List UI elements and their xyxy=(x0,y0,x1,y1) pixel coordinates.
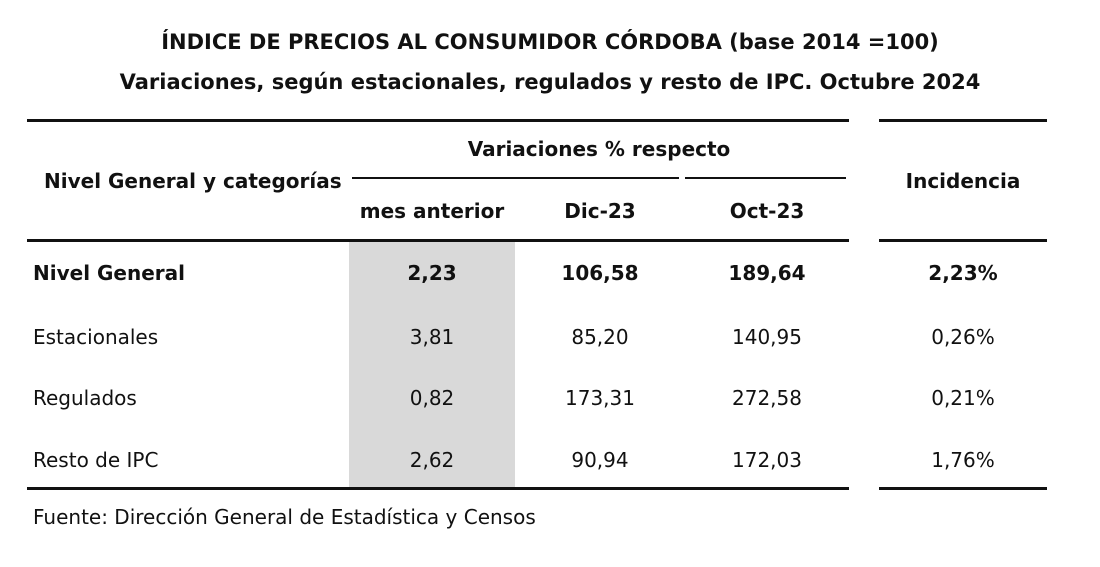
cell-incidence: 0,21% xyxy=(931,386,995,410)
cell-oct23: 272,58 xyxy=(732,386,802,410)
cell-incidence: 2,23% xyxy=(928,261,998,285)
table-subtitle: Variaciones, según estacionales, regulad… xyxy=(119,70,981,94)
cell-oct23: 140,95 xyxy=(732,325,802,349)
bottom-rule-right xyxy=(879,487,1047,490)
cell-prev-month: 2,62 xyxy=(409,448,455,472)
row-label-nivel-general: Nivel General xyxy=(33,261,186,285)
group-rule-left xyxy=(352,177,679,179)
header-rule-right xyxy=(879,239,1047,242)
cell-oct23: 189,64 xyxy=(728,261,806,285)
cell-dec23: 90,94 xyxy=(571,448,629,472)
row-label-resto-ipc: Resto de IPC xyxy=(33,448,159,472)
highlight-column-shading xyxy=(349,242,515,488)
col-header-dec23: Dic-23 xyxy=(564,199,636,223)
cell-prev-month: 2,23 xyxy=(407,261,457,285)
col-header-incidence: Incidencia xyxy=(905,169,1021,193)
cell-prev-month: 0,82 xyxy=(409,386,455,410)
group-header: Variaciones % respecto xyxy=(467,137,731,161)
row-label-regulados: Regulados xyxy=(33,386,137,410)
col-header-prev-month: mes anterior xyxy=(359,199,505,223)
top-rule-right xyxy=(879,119,1047,122)
cell-dec23: 85,20 xyxy=(571,325,629,349)
row-label-estacionales: Estacionales xyxy=(33,325,159,349)
cell-prev-month: 3,81 xyxy=(409,325,455,349)
col-header-oct23: Oct-23 xyxy=(729,199,805,223)
source-note: Fuente: Dirección General de Estadística… xyxy=(33,505,536,529)
cell-incidence: 1,76% xyxy=(931,448,995,472)
cell-oct23: 172,03 xyxy=(732,448,802,472)
cell-incidence: 0,26% xyxy=(931,325,995,349)
top-rule-left xyxy=(27,119,849,122)
bottom-rule-left xyxy=(27,487,849,490)
cell-dec23: 173,31 xyxy=(565,386,635,410)
row-label-header: Nivel General y categorías xyxy=(44,169,342,193)
table-title: ÍNDICE DE PRECIOS AL CONSUMIDOR CÓRDOBA … xyxy=(161,30,939,54)
header-rule-left xyxy=(27,239,849,242)
group-rule-right xyxy=(685,177,846,179)
cell-dec23: 106,58 xyxy=(561,261,639,285)
